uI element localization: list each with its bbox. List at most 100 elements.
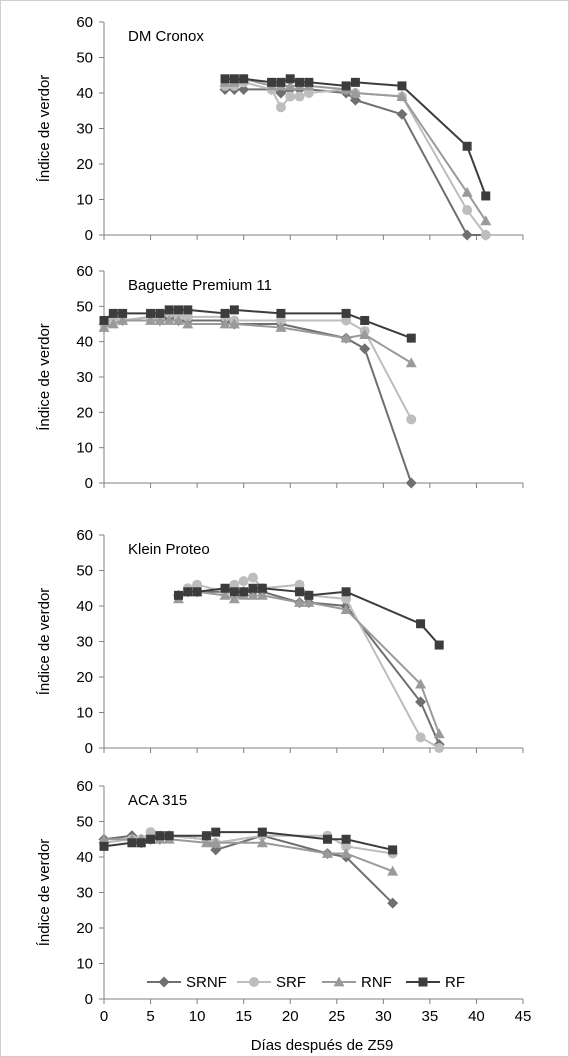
data-point-rnf bbox=[349, 87, 361, 98]
data-point-rf bbox=[99, 841, 109, 851]
data-point-srnf bbox=[396, 108, 408, 120]
x-tick-label: 15 bbox=[235, 1008, 252, 1025]
data-point-rf bbox=[322, 834, 332, 844]
data-point-rf bbox=[295, 587, 305, 597]
data-point-rf bbox=[416, 619, 426, 629]
y-tick-label: 10 bbox=[76, 705, 93, 722]
data-point-rnf bbox=[163, 314, 175, 325]
panel-title: Klein Proteo bbox=[128, 541, 210, 558]
data-point-rf bbox=[360, 315, 370, 325]
data-point-srf bbox=[480, 230, 491, 240]
data-point-srf bbox=[341, 315, 352, 326]
series-line-rf bbox=[103, 308, 412, 340]
data-point-rf bbox=[220, 583, 230, 593]
y-tick-label: 60 bbox=[76, 263, 93, 280]
data-point-rf bbox=[341, 587, 351, 597]
legend-label: SRF bbox=[276, 974, 306, 991]
data-point-rnf bbox=[480, 215, 492, 226]
data-point-rnf bbox=[461, 186, 473, 197]
y-tick-label: 50 bbox=[76, 814, 93, 831]
data-point-rf bbox=[285, 74, 295, 84]
data-point-rf bbox=[350, 77, 360, 87]
panel-title: Baguette Premium 11 bbox=[128, 277, 272, 294]
data-point-rf bbox=[220, 74, 230, 84]
data-point-rnf bbox=[228, 318, 240, 329]
data-point-rnf bbox=[98, 322, 110, 332]
x-tick-label: 35 bbox=[422, 1008, 439, 1025]
data-point-rf bbox=[173, 590, 183, 600]
y-tick-label: 10 bbox=[76, 192, 93, 209]
y-tick-label: 60 bbox=[76, 527, 93, 544]
data-point-rf bbox=[108, 308, 118, 318]
y-tick-label: 20 bbox=[76, 920, 93, 937]
y-tick-label: 30 bbox=[76, 121, 93, 138]
legend-marker bbox=[418, 977, 428, 987]
data-point-rnf bbox=[219, 318, 231, 329]
data-point-rf bbox=[136, 838, 146, 848]
data-point-rnf bbox=[303, 596, 315, 607]
data-point-rnf bbox=[359, 329, 371, 339]
y-tick-label: 50 bbox=[76, 298, 93, 315]
legend-label: SRNF bbox=[186, 974, 227, 991]
data-point-rf bbox=[146, 308, 156, 318]
data-point-rf bbox=[127, 838, 137, 848]
y-axis-title: Índice de verdor bbox=[36, 323, 53, 431]
data-point-rf bbox=[220, 308, 230, 318]
legend-marker bbox=[158, 976, 170, 988]
data-point-rf bbox=[164, 305, 174, 315]
data-point-rnf bbox=[294, 596, 306, 607]
data-point-rnf bbox=[200, 837, 212, 848]
data-point-rnf bbox=[210, 837, 222, 848]
data-point-rnf bbox=[154, 314, 166, 325]
data-point-rf bbox=[201, 831, 211, 841]
y-tick-label: 60 bbox=[76, 14, 93, 31]
data-point-srf bbox=[238, 576, 249, 587]
x-tick-label: 20 bbox=[282, 1008, 299, 1025]
data-point-srf bbox=[415, 732, 426, 743]
y-tick-label: 20 bbox=[76, 156, 93, 173]
data-point-rf bbox=[341, 81, 351, 91]
data-point-rnf bbox=[247, 589, 259, 600]
panel-title: DM Cronox bbox=[128, 28, 204, 45]
data-point-rnf bbox=[284, 80, 296, 91]
y-tick-label: 30 bbox=[76, 634, 93, 651]
data-point-rf bbox=[99, 315, 109, 325]
data-point-srf bbox=[229, 579, 240, 590]
data-point-rf bbox=[118, 308, 128, 318]
data-point-rf bbox=[406, 333, 416, 343]
data-point-rf bbox=[257, 827, 267, 837]
data-point-srf bbox=[182, 311, 193, 322]
legend-item-rnf: RNF bbox=[322, 974, 392, 991]
y-tick-label: 40 bbox=[76, 598, 93, 615]
data-point-rf bbox=[341, 834, 351, 844]
data-point-rf bbox=[248, 583, 258, 593]
data-point-rf bbox=[155, 308, 165, 318]
x-tick-label: 10 bbox=[189, 1008, 206, 1025]
data-point-rnf bbox=[107, 318, 119, 329]
data-point-rf bbox=[276, 77, 286, 87]
data-point-rf bbox=[183, 305, 193, 315]
data-point-srf bbox=[275, 102, 286, 113]
data-point-srf bbox=[275, 315, 286, 326]
data-point-srf bbox=[145, 827, 156, 838]
data-point-rf bbox=[155, 831, 165, 841]
data-point-rnf bbox=[117, 314, 129, 325]
data-point-rnf bbox=[98, 833, 110, 844]
panel-1: DM Cronox 0 10 20 30 40 50 60 Índice de verdor bbox=[36, 14, 524, 244]
y-tick-label: 40 bbox=[76, 849, 93, 866]
data-point-rnf bbox=[256, 837, 268, 848]
data-point-rf bbox=[462, 141, 472, 151]
legend-item-srf: SRF bbox=[237, 974, 306, 991]
panel-3: Klein Proteo 0 10 20 30 40 50 60 Índice de verdo… bbox=[36, 527, 524, 757]
data-point-srf bbox=[192, 579, 203, 590]
legend: SRNF SRF RNF RF bbox=[147, 974, 465, 991]
data-point-rf bbox=[304, 77, 314, 87]
data-point-rf bbox=[434, 640, 444, 650]
x-tick-label: 25 bbox=[328, 1008, 345, 1025]
data-point-srf bbox=[303, 88, 314, 98]
data-point-rnf bbox=[219, 589, 231, 600]
data-point-rnf bbox=[340, 332, 352, 343]
x-tick-label: 30 bbox=[375, 1008, 392, 1025]
data-point-srf bbox=[406, 414, 417, 425]
